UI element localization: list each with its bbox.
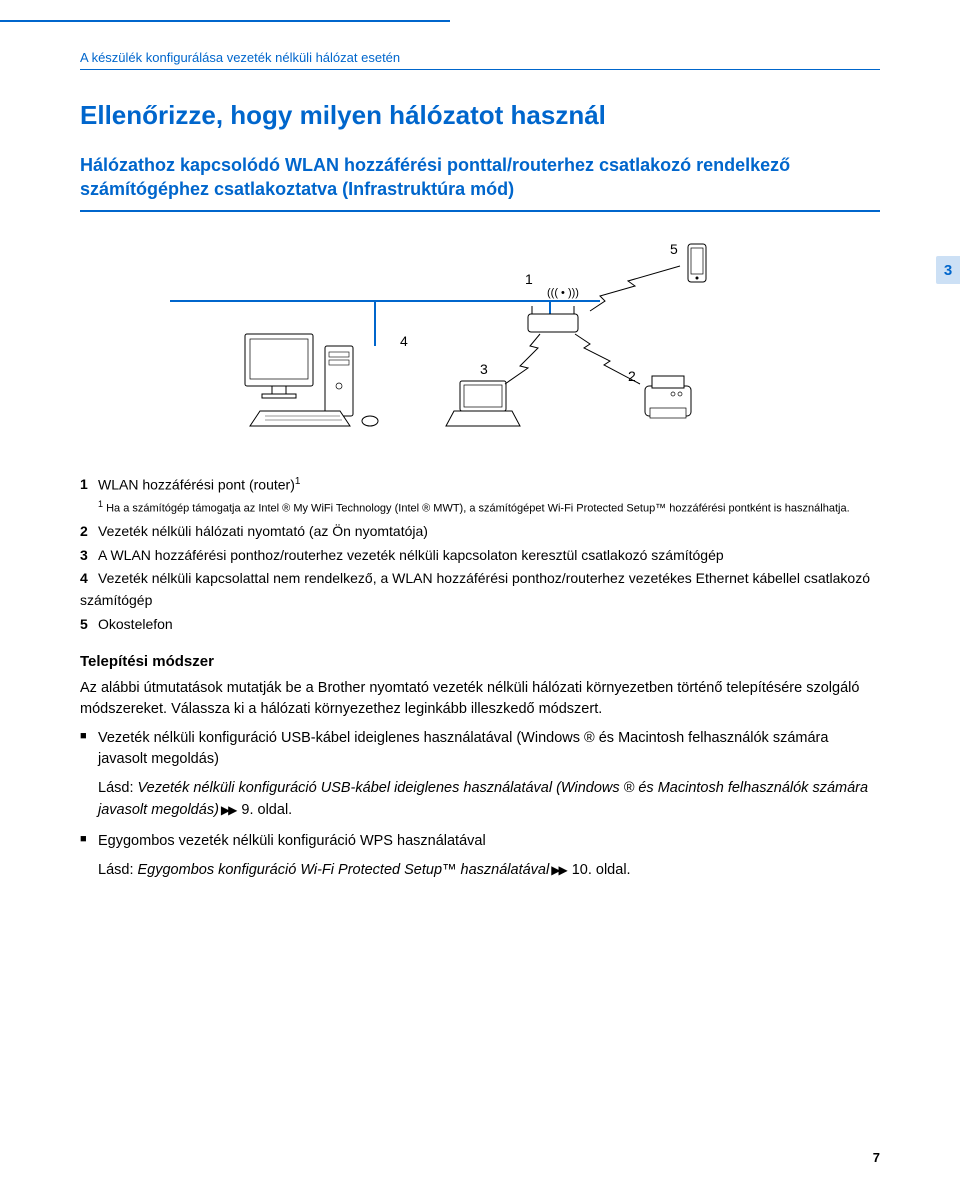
method-title: Telepítési módszer xyxy=(80,653,880,670)
method-ref-2: Lásd: Egygombos konfiguráció Wi-Fi Prote… xyxy=(98,860,880,881)
diagram-label-1: 1 xyxy=(525,271,533,287)
legend-item-5: 5Okostelefon xyxy=(80,614,880,636)
page-title: Ellenőrizze, hogy milyen hálózatot haszn… xyxy=(80,100,880,131)
legend-item-1: 1WLAN hozzáférési pont (router)1 xyxy=(80,474,880,496)
network-diagram: ((( • ))) 1 5 3 2 xyxy=(80,226,880,456)
svg-text:((( • ))): ((( • ))) xyxy=(547,287,579,299)
legend-item-4: 4Vezeték nélküli kapcsolattal nem rendel… xyxy=(80,568,880,611)
legend-item-2: 2Vezeték nélküli hálózati nyomtató (az Ö… xyxy=(80,521,880,543)
method-bullet-list-2b: Egygombos vezeték nélküli konfiguráció W… xyxy=(80,831,880,852)
legend-item-3: 3A WLAN hozzáférési ponthoz/routerhez ve… xyxy=(80,545,880,567)
breadcrumb-underline xyxy=(80,69,880,70)
chapter-tab: 3 xyxy=(936,256,960,284)
diagram-label-5: 5 xyxy=(670,241,678,257)
legend-list: 1WLAN hozzáférési pont (router)1 1 Ha a … xyxy=(80,474,880,636)
method-bullet-2: Egygombos vezeték nélküli konfiguráció W… xyxy=(80,831,880,852)
method-bullet-1: Vezeték nélküli konfiguráció USB-kábel i… xyxy=(80,728,880,770)
header-top-line xyxy=(0,20,450,22)
sub-title-underline xyxy=(80,210,880,212)
method-ref-1: Lásd: Vezeték nélküli konfiguráció USB-k… xyxy=(98,778,880,820)
subsection-title: Hálózathoz kapcsolódó WLAN hozzáférési p… xyxy=(80,153,880,202)
legend-footnote: 1 Ha a számítógép támogatja az Intel ® M… xyxy=(98,498,880,517)
method-bullet-list: Vezeték nélküli konfiguráció USB-kábel i… xyxy=(80,728,880,770)
page-number: 7 xyxy=(873,1150,880,1165)
diagram-label-3: 3 xyxy=(480,361,488,377)
breadcrumb: A készülék konfigurálása vezeték nélküli… xyxy=(80,50,880,65)
diagram-label-4: 4 xyxy=(400,333,408,349)
method-intro: Az alábbi útmutatások mutatják be a Brot… xyxy=(80,678,880,720)
